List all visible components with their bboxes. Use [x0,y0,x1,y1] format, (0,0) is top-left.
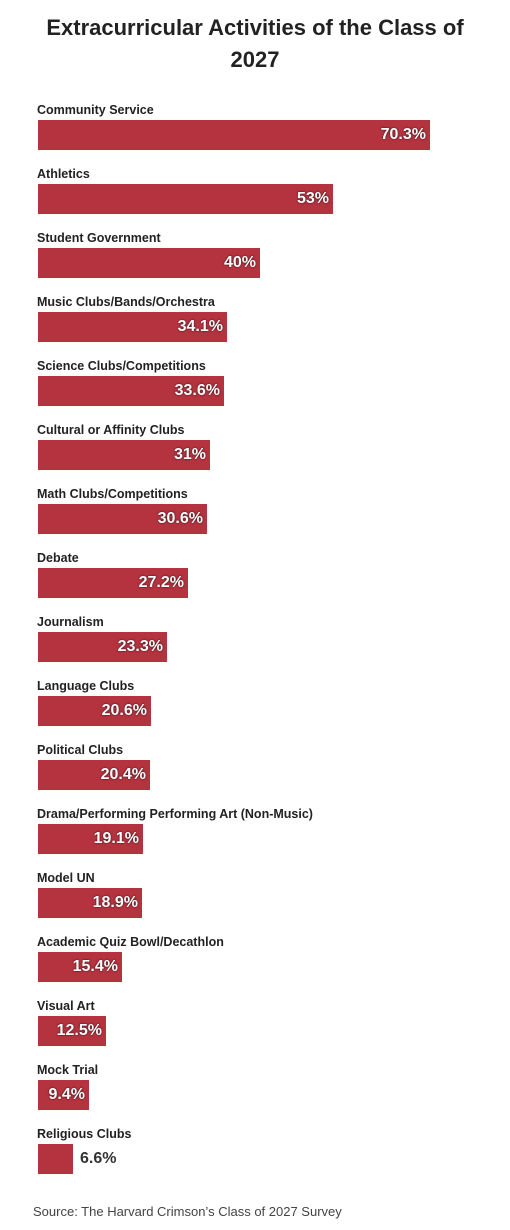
bar-chart: Community Service 70.3% Athletics 53% Studen… [37,101,497,1189]
bar [37,119,431,151]
bar-row: Political Clubs 20.4% [37,741,497,805]
value-label: 34.1% [177,318,223,335]
value-label: 53% [296,190,329,207]
category-label: Journalism [37,615,104,629]
category-label: Math Clubs/Competitions [37,487,188,501]
bar-row: Academic Quiz Bowl/Decathlon 15.4% [37,933,497,997]
bar-row: Music Clubs/Bands/Orchestra 34.1% [37,293,497,357]
bar [37,631,168,663]
category-label: Drama/Performing Performing Art (Non-Mus… [37,807,313,821]
value-label: 70.3% [380,126,426,143]
value-label: 12.5% [56,1022,102,1039]
value-label: 40% [223,254,256,271]
bar-row: Science Clubs/Competitions 33.6% [37,357,497,421]
category-label: Political Clubs [37,743,124,757]
bar-row: Drama/Performing Performing Art (Non-Mus… [37,805,497,869]
bar [37,951,123,983]
value-label: 6.6% [80,1150,117,1167]
value-label: 33.6% [174,382,220,399]
bar [37,183,334,215]
source-note: Source: The Harvard Crimson’s Class of 2… [33,1204,342,1219]
bar-row: Student Government 40% [37,229,497,293]
value-label: 31% [173,446,206,463]
bar-row: Journalism 23.3% [37,613,497,677]
bar [37,759,151,791]
bar [37,823,144,855]
value-label: 19.1% [93,830,139,847]
category-label: Athletics [37,167,90,181]
category-label: Debate [37,551,79,565]
value-label: 20.4% [100,766,146,783]
bar [37,1015,107,1047]
value-label: 15.4% [72,958,118,975]
bar-row: Mock Trial 9.4% [37,1061,497,1125]
category-label: Language Clubs [37,679,135,693]
category-label: Mock Trial [37,1063,99,1077]
bar-row: Model UN 18.9% [37,869,497,933]
category-label: Science Clubs/Competitions [37,359,206,373]
bar-row: Math Clubs/Competitions 30.6% [37,485,497,549]
category-label: Religious Clubs [37,1127,132,1141]
category-label: Student Government [37,231,161,245]
category-label: Academic Quiz Bowl/Decathlon [37,935,224,949]
value-label: 9.4% [48,1086,85,1103]
value-label: 20.6% [101,702,147,719]
bar-row: Cultural or Affinity Clubs 31% [37,421,497,485]
bar [37,1143,74,1175]
bar-row: Language Clubs 20.6% [37,677,497,741]
bar [37,887,143,919]
bar [37,311,228,343]
bar [37,503,208,535]
category-label: Visual Art [37,999,95,1013]
bar-row: Visual Art 12.5% [37,997,497,1061]
bar-row: Debate 27.2% [37,549,497,613]
bar-row: Athletics 53% [37,165,497,229]
bar-row: Community Service 70.3% [37,101,497,165]
bar [37,1079,90,1111]
value-label: 27.2% [138,574,184,591]
value-label: 30.6% [157,510,203,527]
value-label: 18.9% [92,894,138,911]
category-label: Music Clubs/Bands/Orchestra [37,295,215,309]
category-label: Community Service [37,103,154,117]
chart-title: Extracurricular Activities of the Class … [46,15,464,72]
bar-row: Religious Clubs 6.6% [37,1125,497,1189]
category-label: Model UN [37,871,95,885]
bar [37,567,189,599]
category-label: Cultural or Affinity Clubs [37,423,185,437]
bar [37,375,225,407]
bar [37,439,211,471]
bar [37,247,261,279]
bar [37,695,152,727]
value-label: 23.3% [117,638,163,655]
